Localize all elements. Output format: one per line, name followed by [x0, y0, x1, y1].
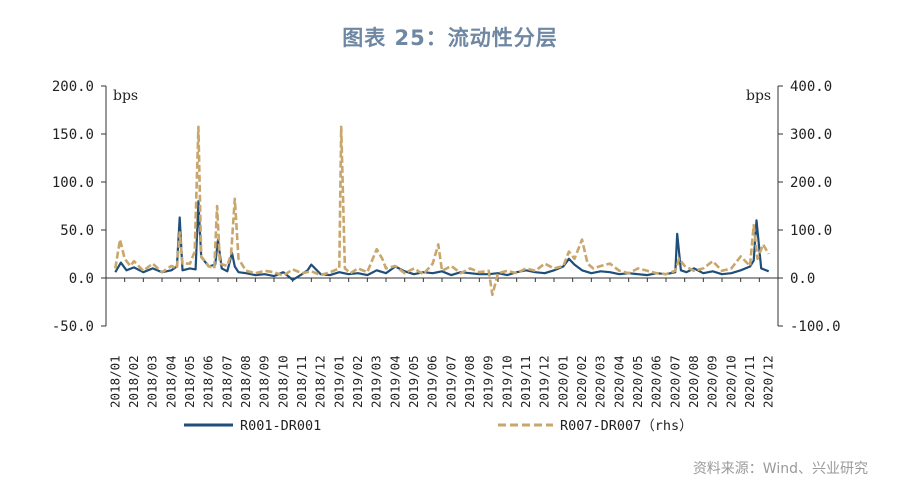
chart-axes: -50.0 0.0 50.0 100.0 150.0 200.0 -100.0 0.0 100.…	[52, 79, 841, 408]
x-tick-label: 2019/08	[462, 355, 477, 408]
right-tick-label: 200.0	[790, 175, 832, 191]
right-tick-label: -100.0	[790, 319, 841, 335]
x-tick-label: 2018/07	[219, 355, 234, 408]
x-tick-label: 2020/04	[611, 355, 626, 408]
x-tick-label: 2020/01	[555, 355, 570, 408]
x-tick-label: 2019/10	[499, 355, 514, 408]
right-unit-label: bps	[746, 88, 771, 104]
x-tick-label: 2018/09	[257, 355, 272, 408]
right-tick-label: 100.0	[790, 223, 832, 239]
x-tick-label: 2018/03	[145, 355, 160, 408]
left-tick-label: 0.0	[69, 271, 94, 287]
x-tick-label: 2018/04	[163, 355, 178, 408]
left-tick-label: 100.0	[52, 175, 94, 191]
left-tick-label: 200.0	[52, 79, 94, 95]
x-tick-label: 2018/02	[126, 355, 141, 408]
legend-label-r001: R001-DR001	[240, 418, 321, 434]
x-tick-label: 2019/11	[518, 355, 533, 408]
x-tick-label: 2018/06	[201, 355, 216, 408]
x-tick-label: 2020/05	[630, 355, 645, 408]
left-tick-label: -50.0	[52, 319, 94, 335]
source-note: 资料来源：Wind、兴业研究	[692, 461, 868, 477]
x-tick-label: 2019/12	[537, 355, 552, 408]
legend-label-r007: R007-DR007（rhs）	[560, 418, 693, 434]
left-tick-label: 150.0	[52, 127, 94, 143]
x-tick-label: 2019/05	[406, 355, 421, 408]
x-tick-label: 2019/04	[387, 355, 402, 408]
chart-lines	[114, 125, 770, 297]
x-tick-label: 2019/07	[443, 355, 458, 408]
right-tick-label: 0.0	[790, 271, 815, 287]
x-tick-label: 2020/09	[705, 355, 720, 408]
x-tick-label: 2018/11	[294, 355, 309, 408]
left-tick-label: 50.0	[60, 223, 94, 239]
right-tick-label: 400.0	[790, 79, 832, 95]
x-tick-label: 2019/09	[481, 355, 496, 408]
x-tick-label: 2018/01	[107, 355, 122, 408]
x-tick-label: 2020/06	[649, 355, 664, 408]
x-tick-label: 2020/07	[667, 355, 682, 408]
x-tick-label: 2018/10	[275, 355, 290, 408]
x-tick-label: 2018/08	[238, 355, 253, 408]
x-tick-label: 2018/12	[313, 355, 328, 408]
x-tick-label: 2020/08	[686, 355, 701, 408]
left-unit-label: bps	[113, 88, 138, 104]
x-tick-label: 2020/12	[761, 355, 776, 408]
x-tick-label: 2019/02	[350, 355, 365, 408]
x-tick-label: 2018/05	[182, 355, 197, 408]
x-tick-label: 2019/01	[331, 355, 346, 408]
legend: R001-DR001 R007-DR007（rhs）	[184, 418, 693, 434]
right-tick-label: 300.0	[790, 127, 832, 143]
x-tick-label: 2020/02	[574, 355, 589, 408]
x-tick-label: 2019/06	[425, 355, 440, 408]
chart-title: 图表 25：流动性分层	[342, 26, 558, 50]
x-tick-label: 2020/11	[742, 355, 757, 408]
x-tick-label: 2020/10	[723, 355, 738, 408]
series-line-r007	[114, 125, 770, 297]
x-tick-label: 2020/03	[593, 355, 608, 408]
x-tick-label: 2019/03	[369, 355, 384, 408]
